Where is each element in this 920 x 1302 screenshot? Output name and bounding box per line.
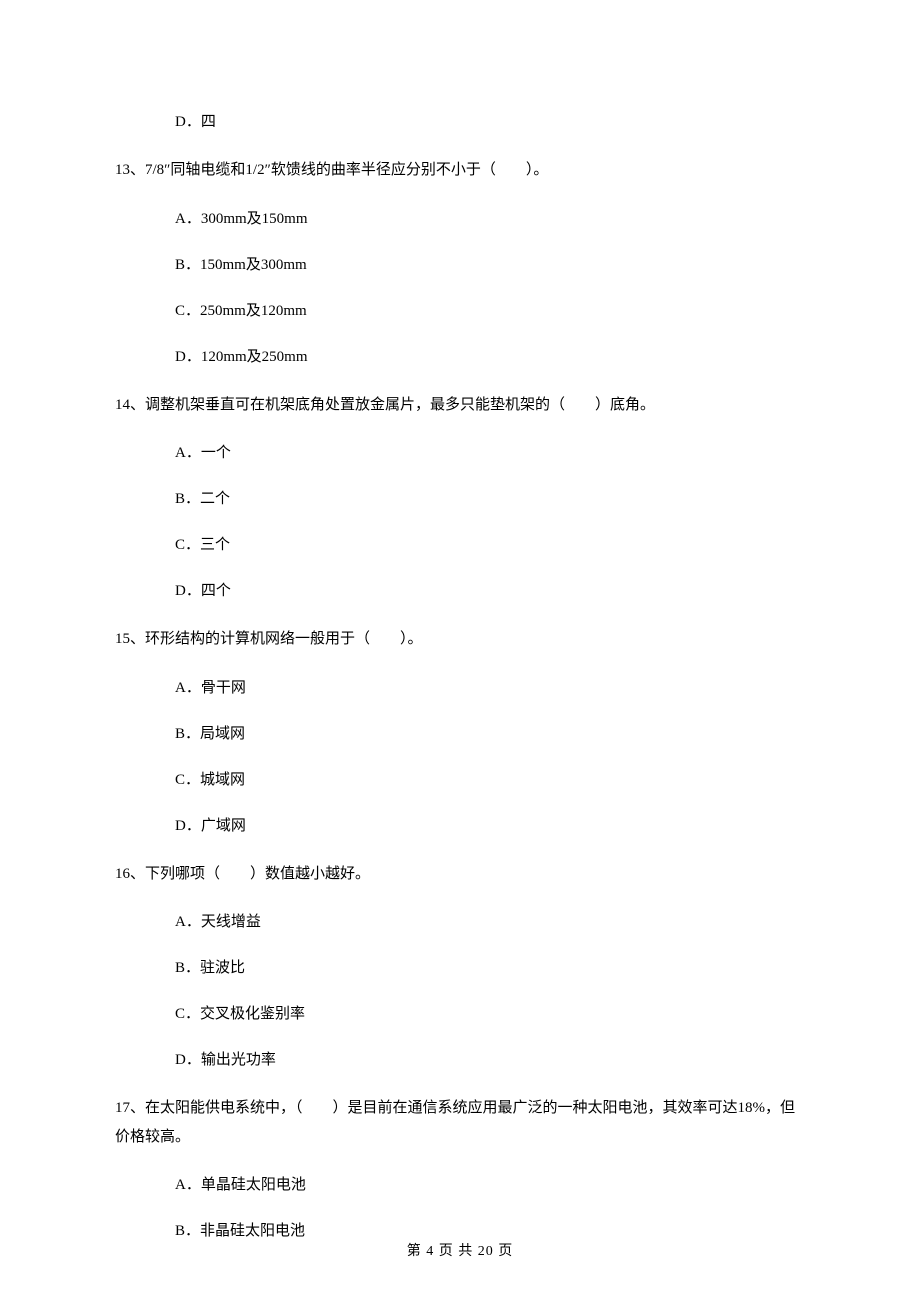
question-text: 17、在太阳能供电系统中，（ ）是目前在通信系统应用最广泛的一种太阳电池，其效率… (115, 1094, 805, 1151)
option-text: B．局域网 (115, 722, 805, 746)
option-text: B．二个 (115, 487, 805, 511)
option-text: D．广域网 (115, 814, 805, 838)
option-text: D．四个 (115, 579, 805, 603)
option-text: C．交叉极化鉴别率 (115, 1002, 805, 1026)
option-text: C．三个 (115, 533, 805, 557)
document-content: D．四 13、7/8″同轴电缆和1/2″软馈线的曲率半径应分别不小于（ ）。 A．3… (115, 110, 805, 1243)
option-text: C．城域网 (115, 768, 805, 792)
question-text: 16、下列哪项（ ）数值越小越好。 (115, 860, 805, 889)
option-text: B．150mm及300mm (115, 253, 805, 277)
option-text: D．120mm及250mm (115, 345, 805, 369)
option-text: A．一个 (115, 441, 805, 465)
option-text: A．300mm及150mm (115, 207, 805, 231)
question-text: 13、7/8″同轴电缆和1/2″软馈线的曲率半径应分别不小于（ ）。 (115, 156, 805, 185)
question-text: 14、调整机架垂直可在机架底角处置放金属片，最多只能垫机架的（ ）底角。 (115, 391, 805, 420)
option-text: D．四 (115, 110, 805, 134)
option-text: B．驻波比 (115, 956, 805, 980)
option-text: A．单晶硅太阳电池 (115, 1173, 805, 1197)
option-text: A．骨干网 (115, 676, 805, 700)
option-text: A．天线增益 (115, 910, 805, 934)
question-text: 15、环形结构的计算机网络一般用于（ ）。 (115, 625, 805, 654)
page-footer: 第 4 页 共 20 页 (0, 1240, 920, 1260)
option-text: C．250mm及120mm (115, 299, 805, 323)
option-text: D．输出光功率 (115, 1048, 805, 1072)
